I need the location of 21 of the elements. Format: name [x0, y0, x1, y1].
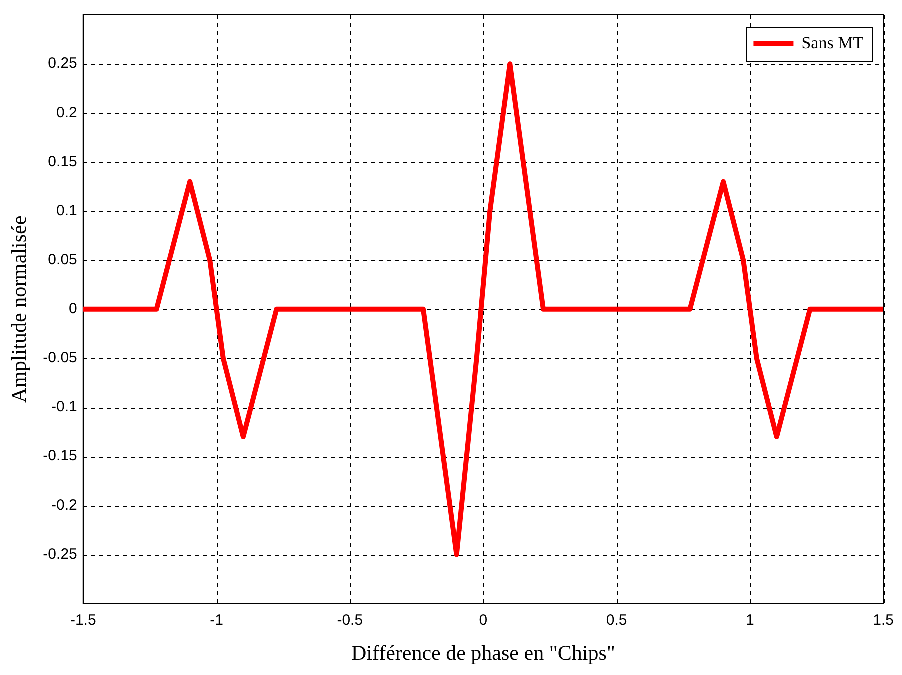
x-axis-title: Différence de phase en "Chips" [351, 640, 616, 665]
x-tick-label: -1 [210, 612, 224, 629]
legend-label: Sans MT [802, 33, 864, 52]
x-tick-label: 1.5 [873, 612, 894, 629]
y-tick-label: -0.1 [52, 398, 78, 416]
y-tick-label: -0.25 [43, 546, 78, 563]
y-tick-label: 0.05 [48, 251, 78, 268]
x-tick-label: 1 [746, 612, 754, 629]
y-tick-label: -0.2 [52, 496, 78, 514]
y-tick-label: -0.05 [43, 350, 78, 367]
y-tick-label: 0 [69, 300, 78, 318]
y-axis-title: Amplitude normalisée [7, 216, 32, 404]
x-tick-label: -0.5 [337, 612, 364, 629]
y-tick-label: 0.15 [48, 153, 78, 170]
x-tick-label: 0 [479, 612, 488, 629]
x-tick-label: -1.5 [70, 612, 96, 629]
y-tick-label: -0.15 [43, 448, 78, 465]
y-tick-label: 0.25 [48, 55, 78, 72]
y-tick-label: 0.1 [56, 202, 78, 220]
y-tick-label: 0.2 [56, 104, 78, 122]
x-tick-label: 0.5 [606, 612, 628, 629]
